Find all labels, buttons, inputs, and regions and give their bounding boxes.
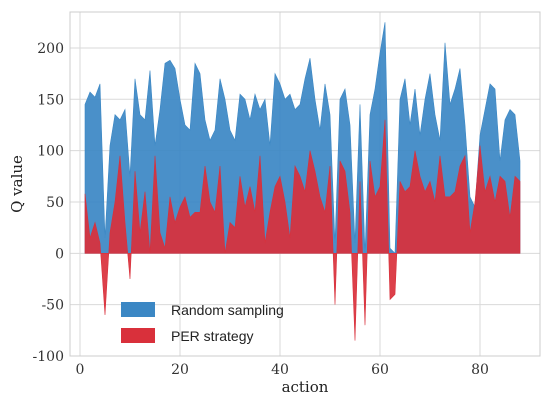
legend-swatch [121, 328, 155, 343]
y-tick-label: 150 [37, 92, 64, 108]
x-tick-label: 40 [271, 362, 289, 378]
series-layer [84, 22, 521, 341]
legend: Random sampling PER strategy [121, 302, 284, 344]
legend-swatch [121, 302, 155, 317]
y-tick-label: 0 [55, 246, 64, 262]
x-axis-label: action [282, 378, 329, 396]
y-tick-label: 100 [37, 144, 64, 160]
plot-frame [69, 11, 541, 357]
x-tick-label: 80 [471, 362, 489, 378]
legend-label: PER strategy [171, 328, 253, 344]
series-area-per-strategy [84, 119, 521, 341]
y-axis-label: Q value [8, 155, 26, 213]
tick-labels: -100 -50 0 50 100 150 200 0 20 40 60 80 [33, 41, 489, 378]
x-tick-label: 20 [171, 362, 189, 378]
y-tick-label: -50 [41, 298, 64, 314]
y-tick-label: 200 [37, 41, 64, 57]
x-tick-label: 0 [76, 362, 85, 378]
y-tick-label: -100 [33, 349, 64, 365]
x-tick-label: 60 [371, 362, 389, 378]
legend-label: Random sampling [171, 302, 284, 318]
y-tick-label: 50 [46, 195, 64, 211]
